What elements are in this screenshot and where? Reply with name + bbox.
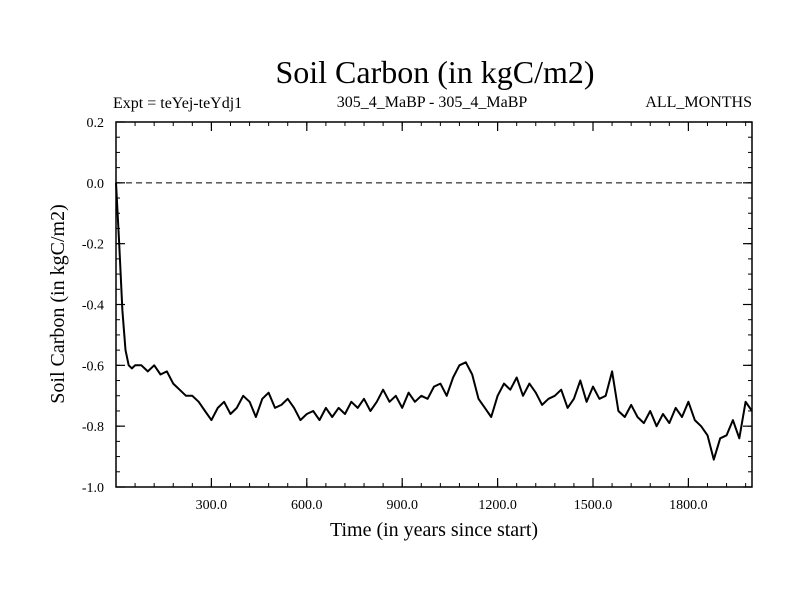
x-axis-label: Time (in years since start) [330, 519, 538, 541]
y-tick-label: 0.0 [87, 177, 105, 192]
y-tick-label: 0.2 [87, 116, 105, 131]
x-tick-label: 1200.0 [478, 498, 517, 513]
soil-carbon-series-line [115, 182, 753, 461]
y-tick-label: -1.0 [82, 481, 104, 496]
experiment-label: Expt = teYej-teYdj1 [113, 95, 242, 112]
y-tick-label: -0.6 [82, 359, 104, 374]
x-tick-label: 600.0 [291, 498, 323, 513]
x-tick-label: 900.0 [386, 498, 418, 513]
y-axis-ticks: 0.2 0.0 -0.2 -0.4 -0.6 -0.8 -1.0 [82, 116, 752, 496]
y-tick-label: -0.4 [82, 299, 104, 314]
x-axis-ticks: 300.0 600.0 900.0 1200.0 1500.0 1800.0 [134, 122, 747, 513]
plot-frame [115, 121, 753, 488]
y-axis-label: Soil Carbon (in kgC/m2) [47, 204, 69, 403]
y-tick-label: -0.2 [82, 238, 104, 253]
x-tick-label: 1500.0 [574, 498, 613, 513]
x-tick-label: 1800.0 [669, 498, 708, 513]
x-tick-label: 300.0 [196, 498, 228, 513]
y-tick-label: -0.8 [82, 420, 104, 435]
months-label: ALL_MONTHS [645, 94, 752, 111]
chart-title: Soil Carbon (in kgC/m2) [275, 54, 594, 90]
period-label: 305_4_MaBP - 305_4_MaBP [337, 94, 528, 111]
